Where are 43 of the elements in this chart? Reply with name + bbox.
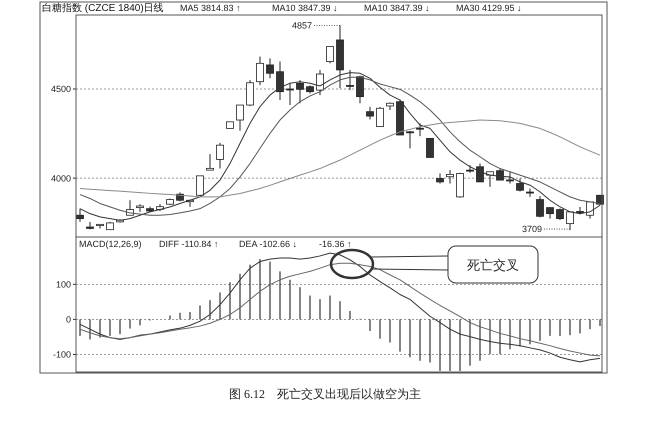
candlestick	[426, 138, 434, 158]
candlestick	[326, 46, 334, 64]
candlestick	[456, 172, 464, 198]
candlestick	[446, 170, 454, 184]
y-tick-label: 0	[66, 314, 71, 325]
candlestick	[296, 80, 304, 104]
text: MA10 3847.39 ↓	[272, 3, 338, 13]
candlestick	[246, 80, 254, 107]
candlestick	[516, 178, 524, 192]
annotation: 4857	[292, 20, 312, 30]
candlestick	[566, 210, 574, 231]
annotation: MACD(12,26,9)	[79, 239, 142, 249]
candlestick	[436, 173, 444, 184]
candlestick	[206, 154, 214, 171]
candlestick	[536, 196, 544, 218]
text: MA10 3847.39 ↓	[364, 3, 430, 13]
candlestick	[476, 163, 484, 182]
candlestick	[196, 175, 204, 196]
chart-title: 白糖指数 (CZCE 1840)日线	[42, 2, 164, 14]
y-tick-label: -100	[52, 350, 71, 360]
candlestick	[256, 56, 264, 86]
text: MA30 4129.95 ↓	[456, 3, 522, 13]
y-tick-label: 4500	[50, 84, 71, 94]
candlestick	[236, 104, 244, 132]
candlestick	[266, 58, 274, 79]
annotation: 3709	[522, 224, 542, 234]
y-tick-label: 4000	[50, 173, 71, 184]
y-tick-label: 100	[56, 279, 71, 290]
candlestick	[366, 106, 374, 120]
annotation: DIFF -110.84 ↑	[159, 239, 218, 249]
candlestick	[216, 142, 224, 170]
candlestick	[376, 106, 384, 128]
annotation: DEA -102.66 ↓	[239, 239, 298, 249]
candlestick	[286, 82, 294, 106]
candlestick	[506, 171, 514, 184]
candlestick	[546, 207, 554, 220]
caption: 图 6.12 死亡交叉出现后以做空为主	[229, 387, 421, 401]
text: MA5 3814.83 ↑	[180, 3, 241, 13]
annotation: -16.36 ↑	[319, 239, 352, 249]
candlestick	[316, 69, 324, 96]
candlestick	[356, 75, 364, 104]
line-series	[80, 120, 600, 198]
annotation: 死亡交叉	[467, 258, 519, 273]
